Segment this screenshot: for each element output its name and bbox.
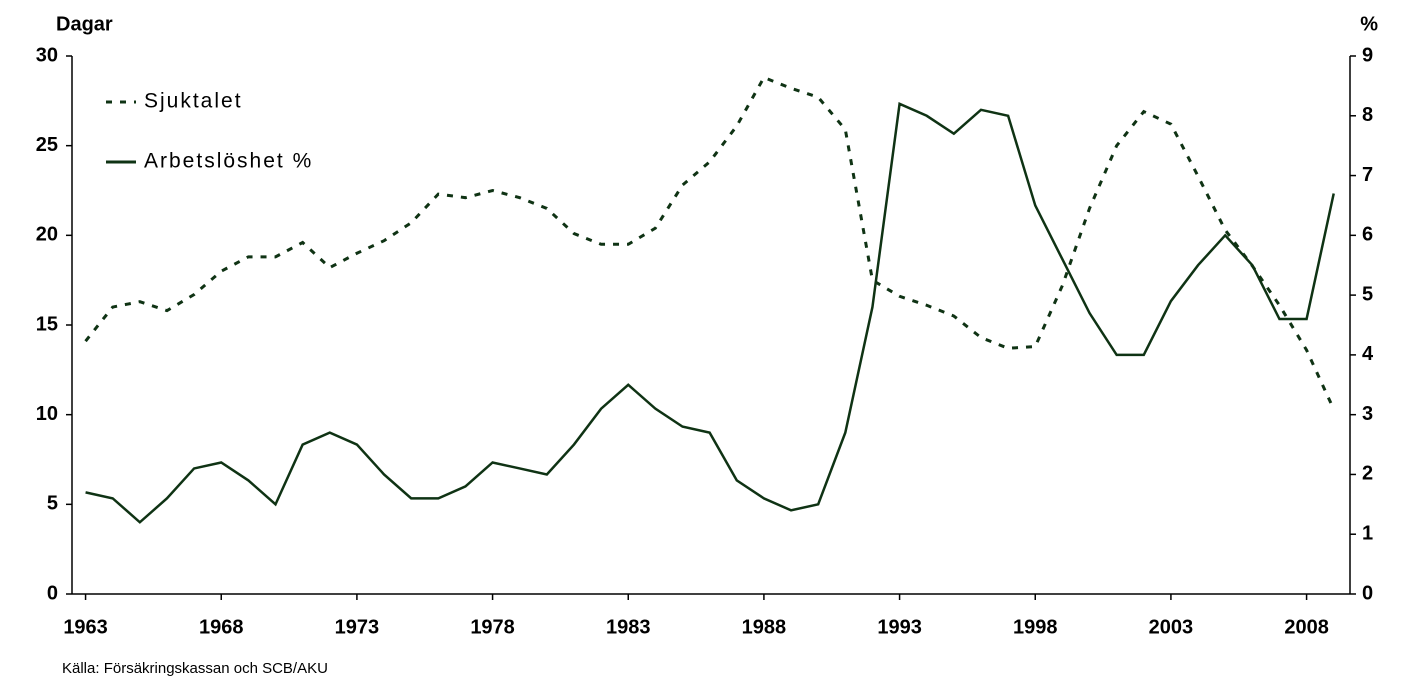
x-tick-label: 1993 [877, 616, 922, 638]
x-tick-label: 1983 [606, 616, 651, 638]
x-tick-label: 1968 [199, 616, 244, 638]
y-tick-label: 20 [36, 224, 58, 246]
x-tick-label: 2008 [1284, 616, 1329, 638]
y-axis-label: Dagar [56, 13, 113, 35]
y-tick-label: 10 [36, 403, 58, 425]
y2-tick-label: 7 [1362, 164, 1373, 186]
y-tick-label: 30 [36, 44, 58, 66]
x-tick-label: 1978 [470, 616, 515, 638]
source: Källa: Försäkringskassan och SCB/AKU [62, 660, 328, 677]
y2-tick-label: 4 [1362, 343, 1374, 365]
y2-axis-label: % [1360, 13, 1378, 35]
x-tick-label: 2003 [1149, 616, 1194, 638]
legend-label: Sjuktalet [144, 90, 243, 113]
y-tick-label: 25 [36, 134, 58, 156]
line-series [85, 102, 1335, 524]
x-tick-label: 1963 [63, 616, 108, 638]
x-tick-label: 1998 [1013, 616, 1058, 638]
y2-tick-label: 8 [1362, 104, 1373, 126]
line-series [84, 75, 1336, 410]
y-tick-label: 15 [36, 313, 58, 335]
y2-tick-label: 6 [1362, 224, 1373, 246]
y2-tick-label: 0 [1362, 582, 1373, 604]
x-tick-label: 1988 [742, 616, 787, 638]
x-tick-label: 1973 [335, 616, 380, 638]
y2-tick-label: 1 [1362, 523, 1373, 545]
legend-label: Arbetslöshet % [144, 150, 313, 173]
y2-tick-label: 2 [1362, 463, 1373, 485]
y2-tick-label: 5 [1362, 283, 1373, 305]
y2-tick-label: 3 [1362, 403, 1373, 425]
y-tick-label: 5 [47, 493, 58, 515]
y-tick-label: 0 [47, 582, 58, 604]
y2-tick-label: 9 [1362, 44, 1373, 66]
